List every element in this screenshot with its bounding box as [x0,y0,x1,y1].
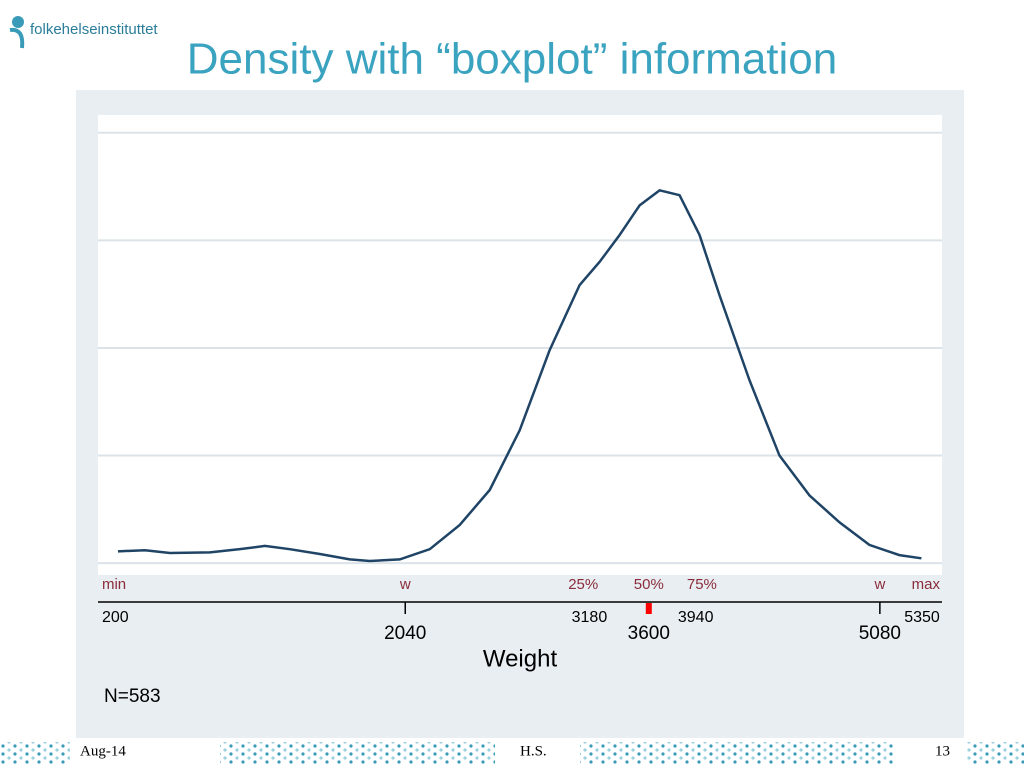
marker-value: 5350 [904,609,940,626]
plot-area [98,115,942,575]
marker-value: 2040 [384,623,426,644]
marker-label: 25% [568,576,598,593]
marker-value: 3940 [678,609,714,626]
x-axis-label: Weight [483,645,558,672]
logo: folkehelseinstituttet [30,21,158,38]
marker-value: 5080 [859,623,901,644]
footer-author: H.S. [520,743,547,759]
density-line [117,188,922,563]
logo-icon [9,27,25,49]
footer-page: 13 [935,743,950,759]
footer-box [70,742,220,764]
footer-box [495,742,580,764]
marker-label: max [912,576,941,593]
median-mark [645,603,652,614]
footer-box [895,742,965,764]
marker-label: min [102,576,126,593]
slide-title: Density with “boxplot” information [187,35,837,84]
marker-value: 200 [102,609,129,626]
marker-value: 3600 [628,623,670,644]
note: N=583 [104,686,161,707]
marker-label: w [873,576,885,593]
marker-label: w [399,576,411,593]
logo-icon [12,16,24,28]
marker-value: 3180 [572,609,608,626]
marker-label: 75% [687,576,717,593]
marker-label: 50% [634,576,664,593]
footer-date: Aug-14 [80,743,126,759]
